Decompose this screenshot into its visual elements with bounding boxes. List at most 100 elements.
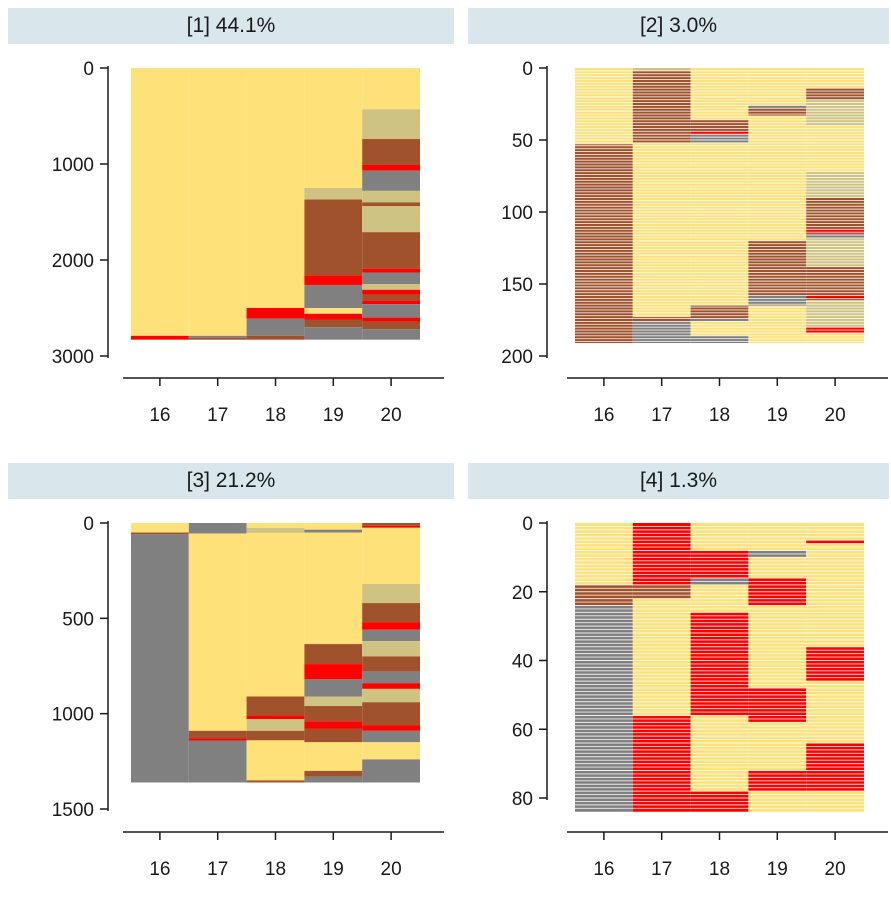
state-segment-gray bbox=[131, 534, 189, 783]
y-tick-label: 40 bbox=[512, 652, 533, 673]
state-segment-red bbox=[246, 715, 305, 720]
y-tick-label: 50 bbox=[512, 131, 533, 152]
state-segment-red bbox=[362, 268, 420, 273]
x-tick-label: 18 bbox=[709, 405, 730, 426]
x-tick-label: 16 bbox=[149, 859, 170, 880]
y-tick-label: 20 bbox=[512, 583, 533, 604]
y-tick-label: 150 bbox=[501, 275, 533, 296]
sequence-column bbox=[188, 523, 247, 783]
x-tick-label: 18 bbox=[709, 859, 730, 880]
state-segment-yellow bbox=[188, 68, 247, 336]
sequence-column bbox=[362, 523, 420, 783]
y-tick-label: 100 bbox=[501, 203, 533, 224]
x-tick-label: 16 bbox=[149, 405, 170, 426]
state-segment-brown bbox=[131, 532, 189, 535]
sequence-column bbox=[246, 523, 305, 783]
panel-4: [4] 1.3% 0 20 40 60 80 16 17 18 19 20 bbox=[465, 455, 891, 897]
x-tick-label: 19 bbox=[767, 405, 788, 426]
x-tick-label: 17 bbox=[651, 859, 672, 880]
state-segment-red bbox=[246, 308, 305, 319]
sequence-column bbox=[806, 68, 864, 344]
state-segment-khaki bbox=[304, 188, 363, 200]
state-segment-yellow bbox=[246, 68, 305, 308]
state-segment-yellow bbox=[304, 742, 363, 771]
state-segment-yellow bbox=[690, 321, 749, 336]
sequence-column bbox=[304, 68, 363, 340]
y-tick-label: 80 bbox=[512, 789, 533, 810]
y-tick-label: 0 bbox=[83, 514, 94, 535]
state-segment-gray bbox=[362, 170, 420, 191]
sequence-column bbox=[690, 68, 749, 344]
sequence-column bbox=[632, 68, 691, 344]
state-segment-brown bbox=[632, 317, 691, 322]
state-segment-khaki bbox=[246, 527, 305, 533]
state-segment-yellow bbox=[246, 523, 305, 528]
state-segment-brown bbox=[362, 603, 420, 623]
state-segment-khaki bbox=[362, 584, 420, 604]
state-segment-gray bbox=[748, 295, 807, 306]
state-segment-yellow bbox=[246, 532, 305, 697]
state-segment-gray bbox=[362, 272, 420, 284]
y-tick-label: 0 bbox=[83, 59, 94, 80]
sequence-plot-2: 0 50 100 150 200 16 17 18 19 20 bbox=[501, 59, 888, 426]
state-segment-khaki bbox=[362, 190, 420, 203]
state-segment-gray bbox=[304, 327, 363, 340]
state-segment-gray bbox=[362, 629, 420, 642]
y-tick-label: 2000 bbox=[52, 251, 94, 272]
state-segment-red bbox=[362, 289, 420, 295]
state-segment-brown bbox=[362, 523, 420, 526]
state-segment-khaki bbox=[362, 284, 420, 290]
state-segment-khaki bbox=[246, 719, 305, 731]
state-segment-brown bbox=[362, 656, 420, 672]
sequence-plot-1: 0 1000 2000 3000 16 17 18 19 20 bbox=[52, 59, 444, 426]
panel-2: [2] 3.0% 0 50 100 150 200 16 17 18 19 20 bbox=[465, 0, 891, 442]
x-tick-label: 20 bbox=[381, 859, 402, 880]
state-segment-gray bbox=[362, 671, 420, 684]
y-tick-label: 1000 bbox=[52, 155, 94, 176]
state-segment-brown bbox=[362, 321, 420, 330]
sequence-column bbox=[188, 68, 247, 340]
x-tick-label: 20 bbox=[825, 405, 846, 426]
state-segment-yellow bbox=[131, 68, 189, 336]
x-tick-label: 19 bbox=[767, 859, 788, 880]
state-segment-brown bbox=[246, 780, 305, 783]
x-tick-label: 17 bbox=[207, 405, 228, 426]
state-segment-gray bbox=[362, 730, 420, 743]
state-segment-khaki bbox=[362, 206, 420, 233]
state-segment-yellow bbox=[806, 523, 864, 541]
state-segment-red bbox=[188, 738, 247, 741]
x-tick-label: 19 bbox=[323, 859, 344, 880]
y-tick-label: 0 bbox=[522, 514, 533, 535]
x-tick-label: 16 bbox=[593, 405, 614, 426]
state-segment-brown bbox=[690, 305, 749, 319]
state-segment-yellow bbox=[362, 527, 420, 585]
state-segment-gray bbox=[304, 529, 363, 533]
state-segment-brown bbox=[304, 770, 363, 777]
state-segment-brown bbox=[188, 730, 247, 739]
state-segment-red bbox=[806, 540, 864, 544]
sequence-column bbox=[575, 68, 633, 344]
state-segment-gray bbox=[690, 335, 749, 344]
state-segment-red bbox=[362, 317, 420, 322]
state-segment-yellow bbox=[304, 523, 363, 530]
state-segment-brown bbox=[304, 728, 363, 743]
x-tick-label: 18 bbox=[265, 859, 286, 880]
state-segment-gray bbox=[304, 284, 363, 308]
state-segment-brown bbox=[748, 108, 807, 116]
x-tick-label: 20 bbox=[381, 405, 402, 426]
y-tick-label: 1000 bbox=[52, 705, 94, 726]
sequence-column bbox=[246, 68, 305, 340]
state-segment-khaki bbox=[362, 641, 420, 657]
state-segment-brown bbox=[362, 232, 420, 269]
state-segment-khaki bbox=[632, 68, 691, 71]
state-segment-red bbox=[362, 683, 420, 689]
y-tick-label: 500 bbox=[62, 609, 94, 630]
state-segment-yellow bbox=[246, 740, 305, 781]
state-segment-brown bbox=[806, 197, 864, 230]
y-tick-label: 3000 bbox=[52, 347, 94, 368]
state-segment-yellow bbox=[748, 115, 807, 241]
state-segment-red bbox=[362, 622, 420, 630]
state-segment-brown bbox=[246, 730, 305, 741]
state-segment-brown bbox=[362, 294, 420, 301]
state-segment-brown bbox=[748, 240, 807, 296]
